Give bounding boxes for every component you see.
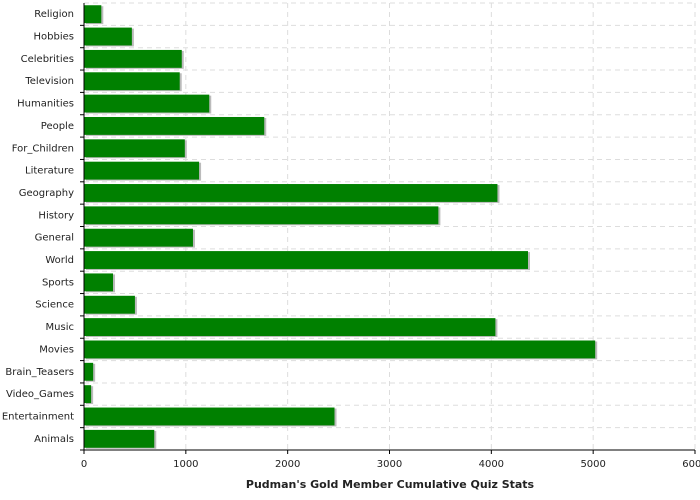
y-tick-label: Entertainment xyxy=(2,411,74,422)
bar xyxy=(84,116,265,135)
bar xyxy=(84,295,135,314)
y-tick-label: Sports xyxy=(42,277,74,288)
x-tick-label: 1000 xyxy=(173,459,198,470)
y-tick-label: Literature xyxy=(25,166,74,177)
x-axis-label: Pudman's Gold Member Cumulative Quiz Sta… xyxy=(246,478,535,491)
bar xyxy=(84,184,498,202)
bar xyxy=(84,385,92,404)
y-tick-label: Hobbies xyxy=(34,32,74,43)
y-tick-label: Video_Games xyxy=(6,389,74,400)
y-tick-label: Brain_Teasers xyxy=(5,367,74,378)
bar xyxy=(84,94,210,113)
x-tick-label: 4000 xyxy=(479,459,504,470)
y-tick-label: Science xyxy=(35,300,74,311)
bar xyxy=(84,228,193,247)
x-tick-label: 3000 xyxy=(377,459,402,470)
y-tick-label: World xyxy=(45,255,74,266)
y-tick-label: Humanities xyxy=(17,99,74,110)
bar xyxy=(84,318,496,337)
y-tick-label: General xyxy=(35,233,74,244)
bar xyxy=(84,251,528,269)
y-tick-label: Religion xyxy=(34,9,74,20)
bar xyxy=(84,139,185,158)
x-tick-label: 0 xyxy=(81,459,87,470)
bar xyxy=(84,27,132,46)
bar xyxy=(84,407,335,426)
bar xyxy=(84,161,200,180)
y-tick-label: Geography xyxy=(19,188,74,199)
bar xyxy=(84,429,155,448)
x-tick-label: 5000 xyxy=(580,459,605,470)
y-tick-label: People xyxy=(41,121,74,132)
bar xyxy=(84,273,114,292)
bar xyxy=(84,49,182,68)
x-tick-label: 6000 xyxy=(682,459,700,470)
y-tick-label: Animals xyxy=(34,434,74,445)
x-tick-label: 2000 xyxy=(275,459,300,470)
bar xyxy=(84,362,94,381)
y-tick-label: Television xyxy=(24,76,74,87)
bar xyxy=(84,5,102,24)
bar xyxy=(84,206,439,225)
bar xyxy=(84,340,596,359)
y-tick-label: Movies xyxy=(39,344,74,355)
bar xyxy=(84,72,180,91)
y-tick-label: History xyxy=(38,210,74,221)
y-tick-label: Music xyxy=(46,322,74,333)
y-tick-label: Celebrities xyxy=(21,54,74,65)
y-tick-label: For_Children xyxy=(12,143,74,154)
